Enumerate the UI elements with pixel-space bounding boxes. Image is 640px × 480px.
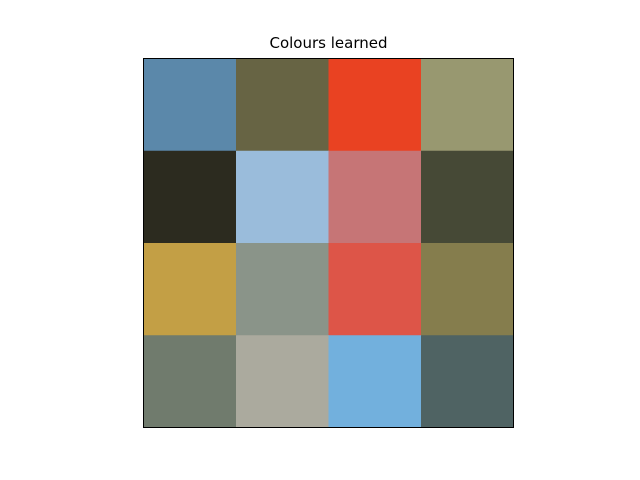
heatmap-cell-r3-c0 bbox=[144, 335, 237, 428]
heatmap-cell-r2-c2 bbox=[329, 243, 422, 336]
heatmap-cell-r3-c2 bbox=[329, 335, 422, 428]
heatmap-cell-r0-c1 bbox=[236, 59, 329, 152]
heatmap-cell-r3-c1 bbox=[236, 335, 329, 428]
heatmap-cell-r3-c3 bbox=[421, 335, 514, 428]
heatmap-cell-r1-c2 bbox=[329, 151, 422, 244]
heatmap-cells bbox=[144, 59, 515, 429]
heatmap-cell-r2-c3 bbox=[421, 243, 514, 336]
heatmap-cell-r1-c0 bbox=[144, 151, 237, 244]
heatmap-cell-r0-c2 bbox=[329, 59, 422, 152]
heatmap-cell-r1-c1 bbox=[236, 151, 329, 244]
heatmap-cell-r2-c1 bbox=[236, 243, 329, 336]
heatmap-cell-r2-c0 bbox=[144, 243, 237, 336]
heatmap-cell-r0-c3 bbox=[421, 59, 514, 152]
heatmap-cell-r0-c0 bbox=[144, 59, 237, 152]
heatmap-cell-r1-c3 bbox=[421, 151, 514, 244]
